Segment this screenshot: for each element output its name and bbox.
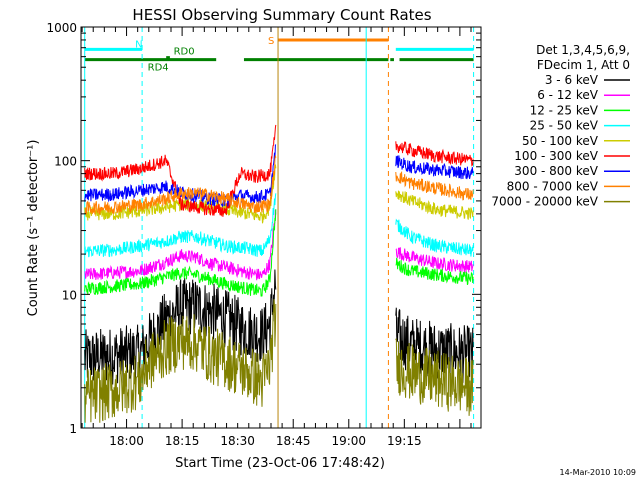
series-line-2 <box>84 209 277 297</box>
flag-rd0-label: RD0 <box>174 47 195 58</box>
series-line-8 <box>395 338 474 416</box>
y-tick-label: 1000 <box>46 21 77 35</box>
x-axis: 18:00 18:15 18:30 18:45 19:00 19:15 <box>81 27 472 448</box>
legend-label: 12 - 25 keV <box>530 103 599 117</box>
flag-n-label: N <box>135 39 142 50</box>
x-axis-label: Start Time (23-Oct-06 17:48:42) <box>175 456 385 471</box>
date-stamp: 14-Mar-2010 10:09 <box>560 468 637 477</box>
series-line-6 <box>395 155 474 180</box>
legend-label: 100 - 300 keV <box>514 149 598 163</box>
legend-label: 25 - 50 keV <box>530 119 599 133</box>
series-line-6 <box>84 144 277 207</box>
legend-header-1: Det 1,3,4,5,6,9, <box>536 43 630 57</box>
series-line-7 <box>395 170 474 201</box>
y-tick-label: 10 <box>62 288 77 302</box>
series-line-4 <box>84 164 277 224</box>
series-line-1 <box>395 247 474 273</box>
legend-label: 300 - 800 keV <box>514 164 598 178</box>
x-tick-label: 18:00 <box>109 434 144 448</box>
legend-header-2: FDecim 1, Att 0 <box>537 58 630 72</box>
x-tick-label: 18:45 <box>276 434 311 448</box>
plot-frame <box>80 26 482 429</box>
series-line-7 <box>84 155 277 216</box>
legend-label: 6 - 12 keV <box>537 88 599 102</box>
flag-rd4-label: RD4 <box>148 63 169 74</box>
series-line-3 <box>395 218 474 257</box>
series-line-5 <box>395 141 474 167</box>
series-line-8 <box>84 299 277 423</box>
chart-title: HESSI Observing Summary Count Rates <box>132 6 431 24</box>
series-line-0 <box>84 269 277 385</box>
legend-label: 50 - 100 keV <box>522 134 599 148</box>
time-markers <box>84 27 475 428</box>
y-tick-label: 1 <box>69 422 77 436</box>
legend: Det 1,3,4,5,6,9, FDecim 1, Att 0 3 - 6 k… <box>491 43 630 209</box>
legend-label: 800 - 7000 keV <box>507 179 599 193</box>
x-tick-label: 18:30 <box>220 434 255 448</box>
x-tick-label: 18:15 <box>165 434 200 448</box>
x-tick-label: 19:15 <box>387 434 422 448</box>
legend-label: 7000 - 20000 keV <box>491 195 598 209</box>
series-line-2 <box>395 257 474 286</box>
flag-bars: N RD0 RD4 S <box>84 36 474 74</box>
series-line-5 <box>84 124 277 217</box>
y-axis-label: Count Rate (s⁻¹ detector⁻¹) <box>26 140 41 317</box>
series-line-3 <box>84 193 277 258</box>
y-axis: 1 10 100 1000 <box>46 21 481 436</box>
series-line-1 <box>84 209 277 281</box>
series-group <box>84 124 474 423</box>
y-tick-label: 100 <box>54 155 77 169</box>
series-line-4 <box>395 190 474 220</box>
flag-s-label: S <box>268 36 274 47</box>
legend-label: 3 - 6 keV <box>545 73 599 87</box>
x-tick-label: 19:00 <box>331 434 366 448</box>
